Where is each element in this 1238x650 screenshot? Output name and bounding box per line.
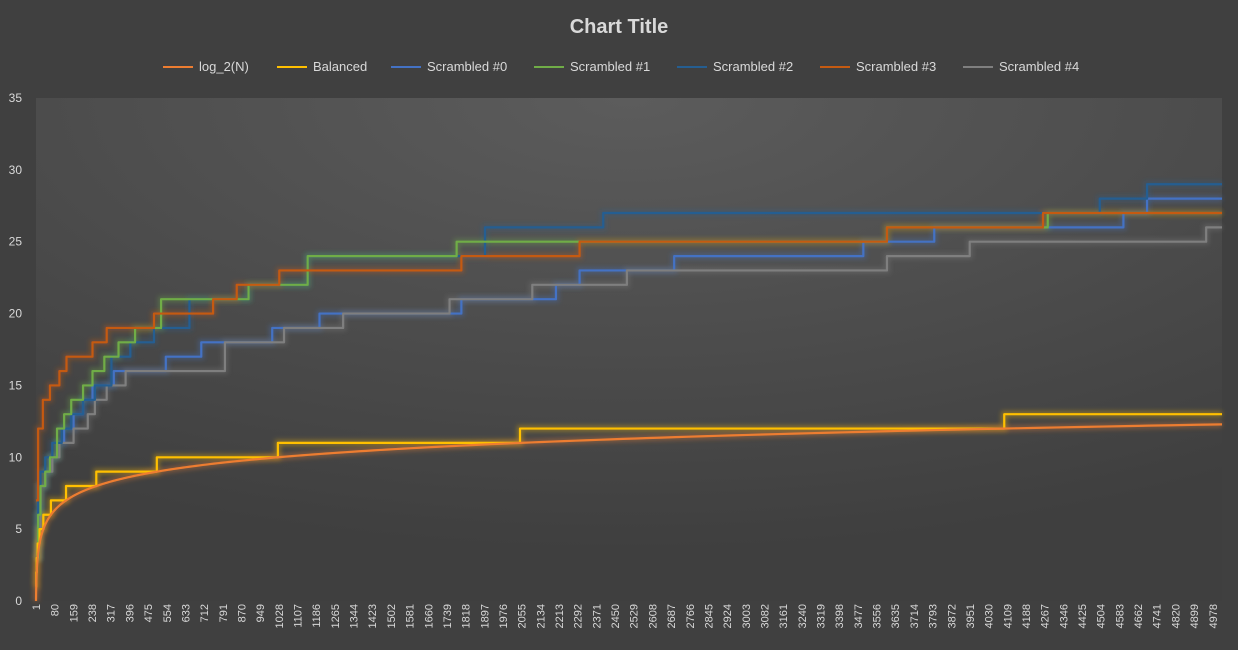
plot-area — [36, 98, 1222, 601]
x-tick-label: 4346 — [1058, 604, 1070, 628]
x-tick-label: 4267 — [1040, 604, 1052, 628]
x-tick-label: 80 — [50, 604, 62, 616]
x-tick-label: 396 — [124, 604, 136, 622]
x-tick-label: 238 — [87, 604, 99, 622]
x-tick-label: 1581 — [405, 604, 417, 628]
x-tick-label: 1344 — [349, 604, 361, 628]
x-tick-label: 4188 — [1021, 604, 1033, 628]
y-tick-label: 0 — [15, 594, 22, 608]
x-tick-label: 1265 — [330, 604, 342, 628]
x-tick-label: 949 — [255, 604, 267, 622]
x-tick-label: 4820 — [1170, 604, 1182, 628]
x-tick-label: 3003 — [741, 604, 753, 628]
x-tick-label: 2845 — [703, 604, 715, 628]
x-tick-label: 4978 — [1208, 604, 1220, 628]
y-axis: 0 5 10 15 20 25 30 35 — [9, 91, 23, 608]
x-tick-label: 4583 — [1114, 604, 1126, 628]
x-tick-label: 4425 — [1077, 604, 1089, 628]
x-tick-label: 3398 — [834, 604, 846, 628]
x-tick-label: 3714 — [909, 604, 921, 628]
x-tick-label: 4109 — [1002, 604, 1014, 628]
series-line-scrambled-3 — [36, 211, 1222, 502]
x-axis: 1 80 159 238 317 396 475 554 633 712 791 870 949 1028… — [31, 604, 1220, 628]
x-tick-label: 317 — [106, 604, 118, 622]
x-tick-label: 712 — [199, 604, 211, 622]
series-line-scrambled-1 — [36, 211, 1222, 559]
x-tick-label: 791 — [218, 604, 230, 622]
legend: log_2(N) Balanced Scrambled #0 Scrambled #1… — [163, 59, 1079, 74]
x-tick-label: 2766 — [685, 604, 697, 628]
x-tick-label: 3951 — [965, 604, 977, 628]
legend-entry: Scrambled #4 — [999, 59, 1079, 74]
x-tick-label: 3477 — [853, 604, 865, 628]
x-tick-label: 2450 — [610, 604, 622, 628]
x-tick-label: 2529 — [629, 604, 641, 628]
x-tick-label: 159 — [68, 604, 80, 622]
x-tick-label: 3319 — [816, 604, 828, 628]
x-tick-label: 2371 — [591, 604, 603, 628]
legend-entry: log_2(N) — [199, 59, 249, 74]
y-tick-label: 10 — [9, 450, 23, 464]
x-tick-label: 2687 — [666, 604, 678, 628]
series-line-log-2-n — [34, 423, 1223, 602]
legend-entry: Scrambled #3 — [856, 59, 936, 74]
x-tick-label: 1897 — [479, 604, 491, 628]
x-tick-label: 475 — [143, 604, 155, 622]
legend-entry: Scrambled #1 — [570, 59, 650, 74]
x-tick-label: 3635 — [890, 604, 902, 628]
x-tick-label: 2055 — [517, 604, 529, 628]
x-tick-label: 633 — [180, 604, 192, 622]
x-tick-label: 3872 — [946, 604, 958, 628]
y-tick-label: 15 — [9, 378, 23, 392]
x-tick-label: 1186 — [311, 604, 323, 628]
x-tick-label: 4741 — [1152, 604, 1164, 628]
x-tick-label: 4504 — [1096, 604, 1108, 628]
x-tick-label: 1660 — [423, 604, 435, 628]
x-tick-label: 3082 — [759, 604, 771, 628]
x-tick-label: 3240 — [797, 604, 809, 628]
x-tick-label: 2213 — [554, 604, 566, 628]
y-tick-label: 5 — [15, 522, 22, 536]
x-tick-label: 3161 — [778, 604, 790, 628]
x-tick-label: 1502 — [386, 604, 398, 628]
x-tick-label: 1107 — [293, 604, 305, 628]
y-tick-label: 20 — [9, 307, 23, 321]
x-tick-label: 3556 — [872, 604, 884, 628]
legend-entry: Scrambled #0 — [427, 59, 507, 74]
chart-title: Chart Title — [570, 16, 669, 38]
x-tick-label: 3793 — [928, 604, 940, 628]
x-tick-label: 2924 — [722, 604, 734, 628]
x-tick-label: 1028 — [274, 604, 286, 628]
x-tick-label: 2292 — [573, 604, 585, 628]
y-tick-label: 30 — [9, 163, 23, 177]
legend-entry: Scrambled #2 — [713, 59, 793, 74]
x-tick-label: 2608 — [647, 604, 659, 628]
x-tick-label: 1423 — [367, 604, 379, 628]
y-tick-label: 25 — [9, 235, 23, 249]
y-tick-label: 35 — [9, 91, 23, 105]
x-tick-label: 1739 — [442, 604, 454, 628]
x-tick-label: 870 — [236, 604, 248, 622]
x-tick-label: 4899 — [1189, 604, 1201, 628]
x-tick-label: 554 — [162, 604, 174, 622]
x-tick-label: 1976 — [498, 604, 510, 628]
legend-entry: Balanced — [313, 59, 367, 74]
x-tick-label: 1818 — [461, 604, 473, 628]
x-tick-label: 4662 — [1133, 604, 1145, 628]
x-tick-label: 1 — [31, 604, 43, 610]
x-tick-label: 2134 — [535, 604, 547, 628]
x-tick-label: 4030 — [984, 604, 996, 628]
